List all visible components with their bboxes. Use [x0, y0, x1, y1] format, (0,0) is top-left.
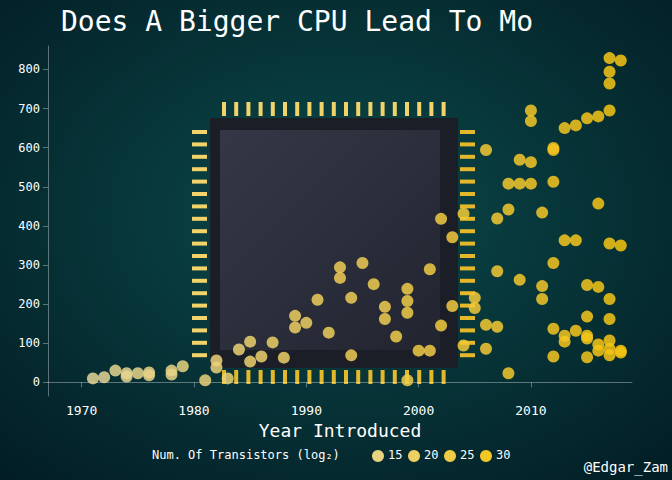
- svg-text:1980: 1980: [178, 403, 209, 418]
- svg-text:Does A Bigger CPU Lead To Mo: Does A Bigger CPU Lead To Mo: [61, 5, 533, 38]
- svg-text:300: 300: [18, 258, 40, 272]
- svg-text:25: 25: [460, 448, 474, 462]
- svg-text:20: 20: [424, 448, 438, 462]
- svg-text:800: 800: [18, 62, 40, 76]
- svg-text:@Edgar_Zam: @Edgar_Zam: [584, 459, 668, 476]
- svg-text:1990: 1990: [291, 403, 322, 418]
- svg-text:Num. Of Transistors (log₂): Num. Of Transistors (log₂): [152, 448, 340, 462]
- svg-text:400: 400: [18, 219, 40, 233]
- svg-text:Year Introduced: Year Introduced: [259, 420, 422, 441]
- svg-text:500: 500: [18, 180, 40, 194]
- svg-text:100: 100: [18, 336, 40, 350]
- svg-text:2010: 2010: [515, 403, 546, 418]
- svg-text:200: 200: [18, 297, 40, 311]
- svg-text:0: 0: [33, 375, 40, 389]
- svg-text:600: 600: [18, 141, 40, 155]
- svg-text:700: 700: [18, 102, 40, 116]
- svg-text:2000: 2000: [403, 403, 434, 418]
- svg-text:1970: 1970: [66, 403, 97, 418]
- svg-text:15: 15: [388, 448, 402, 462]
- svg-text:30: 30: [496, 448, 510, 462]
